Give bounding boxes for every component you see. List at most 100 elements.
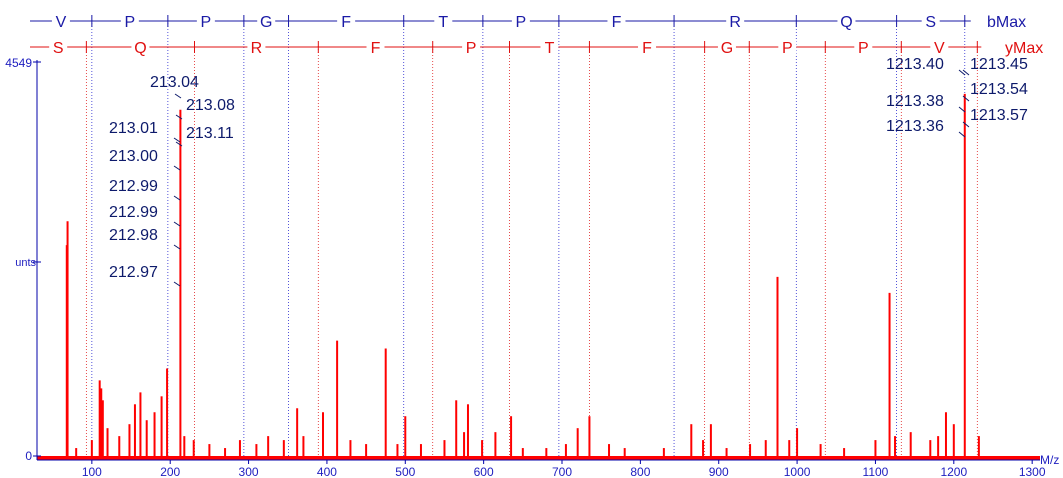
y-ladder-gap-6 [638, 39, 657, 55]
x-tick-label-2: 300 [239, 465, 259, 478]
x-axis-label: M/z [1040, 453, 1059, 467]
annotation-left-leader-0 [174, 93, 182, 99]
annotation-right-leader-0 [958, 69, 966, 76]
annotation-right-0: 1213.40 [886, 56, 944, 73]
annotation-left-6: 212.99 [109, 204, 158, 221]
b-series-label: bMax [987, 14, 1026, 31]
y-top-label: 4549 [5, 56, 32, 70]
y-residue-7: G [721, 40, 733, 57]
b-residue-6: P [516, 14, 527, 31]
b-residue-0: V [56, 14, 67, 31]
b-ladder-gap-6 [511, 13, 530, 29]
y-ladder-gap-3 [366, 39, 385, 55]
x-tick-label-5: 600 [474, 465, 494, 478]
x-tick-labels: 100 200 300 400 500 600 700 800 900 1000 1100 1200 1… [82, 460, 1046, 478]
peak-annotations: 213.04 213.08 213.01 213.11 213.00 212.99 212.… [109, 56, 1028, 287]
y-residue-9: P [858, 40, 869, 57]
y-axis-label: unts [15, 257, 36, 269]
annotation-right-1: 1213.45 [970, 56, 1028, 73]
spectrum-series [37, 93, 1040, 460]
b-ladder-gap-4 [337, 13, 356, 29]
y-residue-1: Q [134, 40, 146, 57]
b-ladder-gap-3 [257, 13, 276, 29]
x-tick-label-11: 1200 [940, 465, 967, 478]
annotation-right-3: 1213.38 [886, 93, 944, 110]
b-residue-5: T [438, 14, 448, 31]
annotation-left-4: 213.00 [109, 148, 158, 165]
annotation-left-5: 212.99 [109, 178, 158, 195]
y-ladder-gap-7 [717, 39, 736, 55]
b-ladder-gap-8 [726, 13, 745, 29]
annotation-right-leader-3 [958, 106, 966, 113]
x-tick-label-6: 700 [552, 465, 572, 478]
annotation-left-leader-2 [173, 137, 181, 143]
y-series-label: yMax [1005, 40, 1043, 57]
annotation-left-leader-1 [175, 114, 183, 120]
x-tick-label-3: 400 [317, 465, 337, 478]
y-ladder-gap-1 [131, 39, 150, 55]
b-ladder-gap-9 [837, 13, 856, 29]
y-ladder-gap-0 [49, 39, 68, 55]
b-ladder-gap-2 [196, 13, 215, 29]
y-ladder-gap-4 [462, 39, 481, 55]
b-residue-2: P [201, 14, 212, 31]
b-residue-8: R [729, 14, 741, 31]
y-residue-5: T [545, 40, 555, 57]
b-ladder-gap-10 [921, 13, 940, 29]
sequence-ladders: bMax yMax V P P G F T P F R Q S S Q R F P T F G P P V [30, 13, 1043, 57]
annotation-left-leader-7 [173, 244, 181, 250]
annotation-left-leader-6 [173, 221, 181, 227]
y-residue-3: F [371, 40, 381, 57]
annotation-right-4: 1213.36 [886, 118, 944, 135]
y-ladder-gap-5 [540, 39, 559, 55]
annotation-left-3: 213.11 [186, 125, 234, 142]
ion-guide-lines [85, 20, 978, 460]
annotation-right-leader-1 [962, 69, 970, 76]
spectrum-baseline [37, 456, 1040, 460]
x-tick-label-10: 1100 [863, 465, 889, 478]
x-tick-label-0: 100 [82, 465, 102, 478]
y-residue-6: F [642, 40, 652, 57]
y-ladder-gap-10 [930, 39, 949, 55]
b-ladder-gap-0 [51, 13, 70, 29]
y-ladder-gap-9 [854, 39, 873, 55]
y-residue-10: V [934, 40, 945, 57]
x-tick-label-8: 900 [709, 465, 729, 478]
annotation-right-5: 1213.57 [970, 107, 1028, 124]
b-residue-1: P [125, 14, 136, 31]
b-ladder-gap-7 [607, 13, 626, 29]
x-tick-label-9: 1000 [784, 465, 811, 478]
b-residue-10: S [925, 14, 936, 31]
y-ladder-gap-2 [247, 39, 266, 55]
y-residue-4: P [466, 40, 477, 57]
b-residue-7: F [612, 14, 622, 31]
x-tick-label-7: 800 [630, 465, 650, 478]
x-tick-label-1: 200 [160, 465, 180, 478]
annotation-right-leader-4 [958, 131, 966, 138]
x-tick-label-4: 500 [395, 465, 415, 478]
annotation-left-8: 212.97 [109, 264, 158, 281]
y-residue-0: S [53, 40, 64, 57]
annotation-left-leader-8 [173, 281, 181, 287]
annotation-right-leader-5 [962, 121, 970, 128]
b-ladder-gap-5 [434, 13, 453, 29]
annotation-left-7: 212.98 [109, 227, 158, 244]
b-ladder-gap-1 [120, 13, 139, 29]
y-zero-label: 0 [25, 449, 32, 463]
y-residue-8: P [782, 40, 793, 57]
annotation-left-0: 213.04 [150, 74, 199, 91]
x-tick-label-12: 1300 [1019, 465, 1046, 478]
annotation-right-leader-2 [962, 95, 970, 102]
annotation-right-2: 1213.54 [970, 81, 1028, 98]
y-ladder-gap-8 [778, 39, 797, 55]
b-residue-3: G [260, 14, 272, 31]
b-residue-4: F [341, 14, 351, 31]
axes: 4549 unts 0 M/z 100 200 300 400 500 600 700 800… [5, 56, 1059, 478]
b-residue-9: Q [840, 14, 852, 31]
annotation-left-leader-3 [175, 141, 183, 147]
y-residue-2: R [251, 40, 263, 57]
annotation-left-1: 213.08 [186, 97, 235, 114]
annotation-left-2: 213.01 [109, 120, 158, 137]
annotation-left-leader-5 [173, 195, 181, 201]
